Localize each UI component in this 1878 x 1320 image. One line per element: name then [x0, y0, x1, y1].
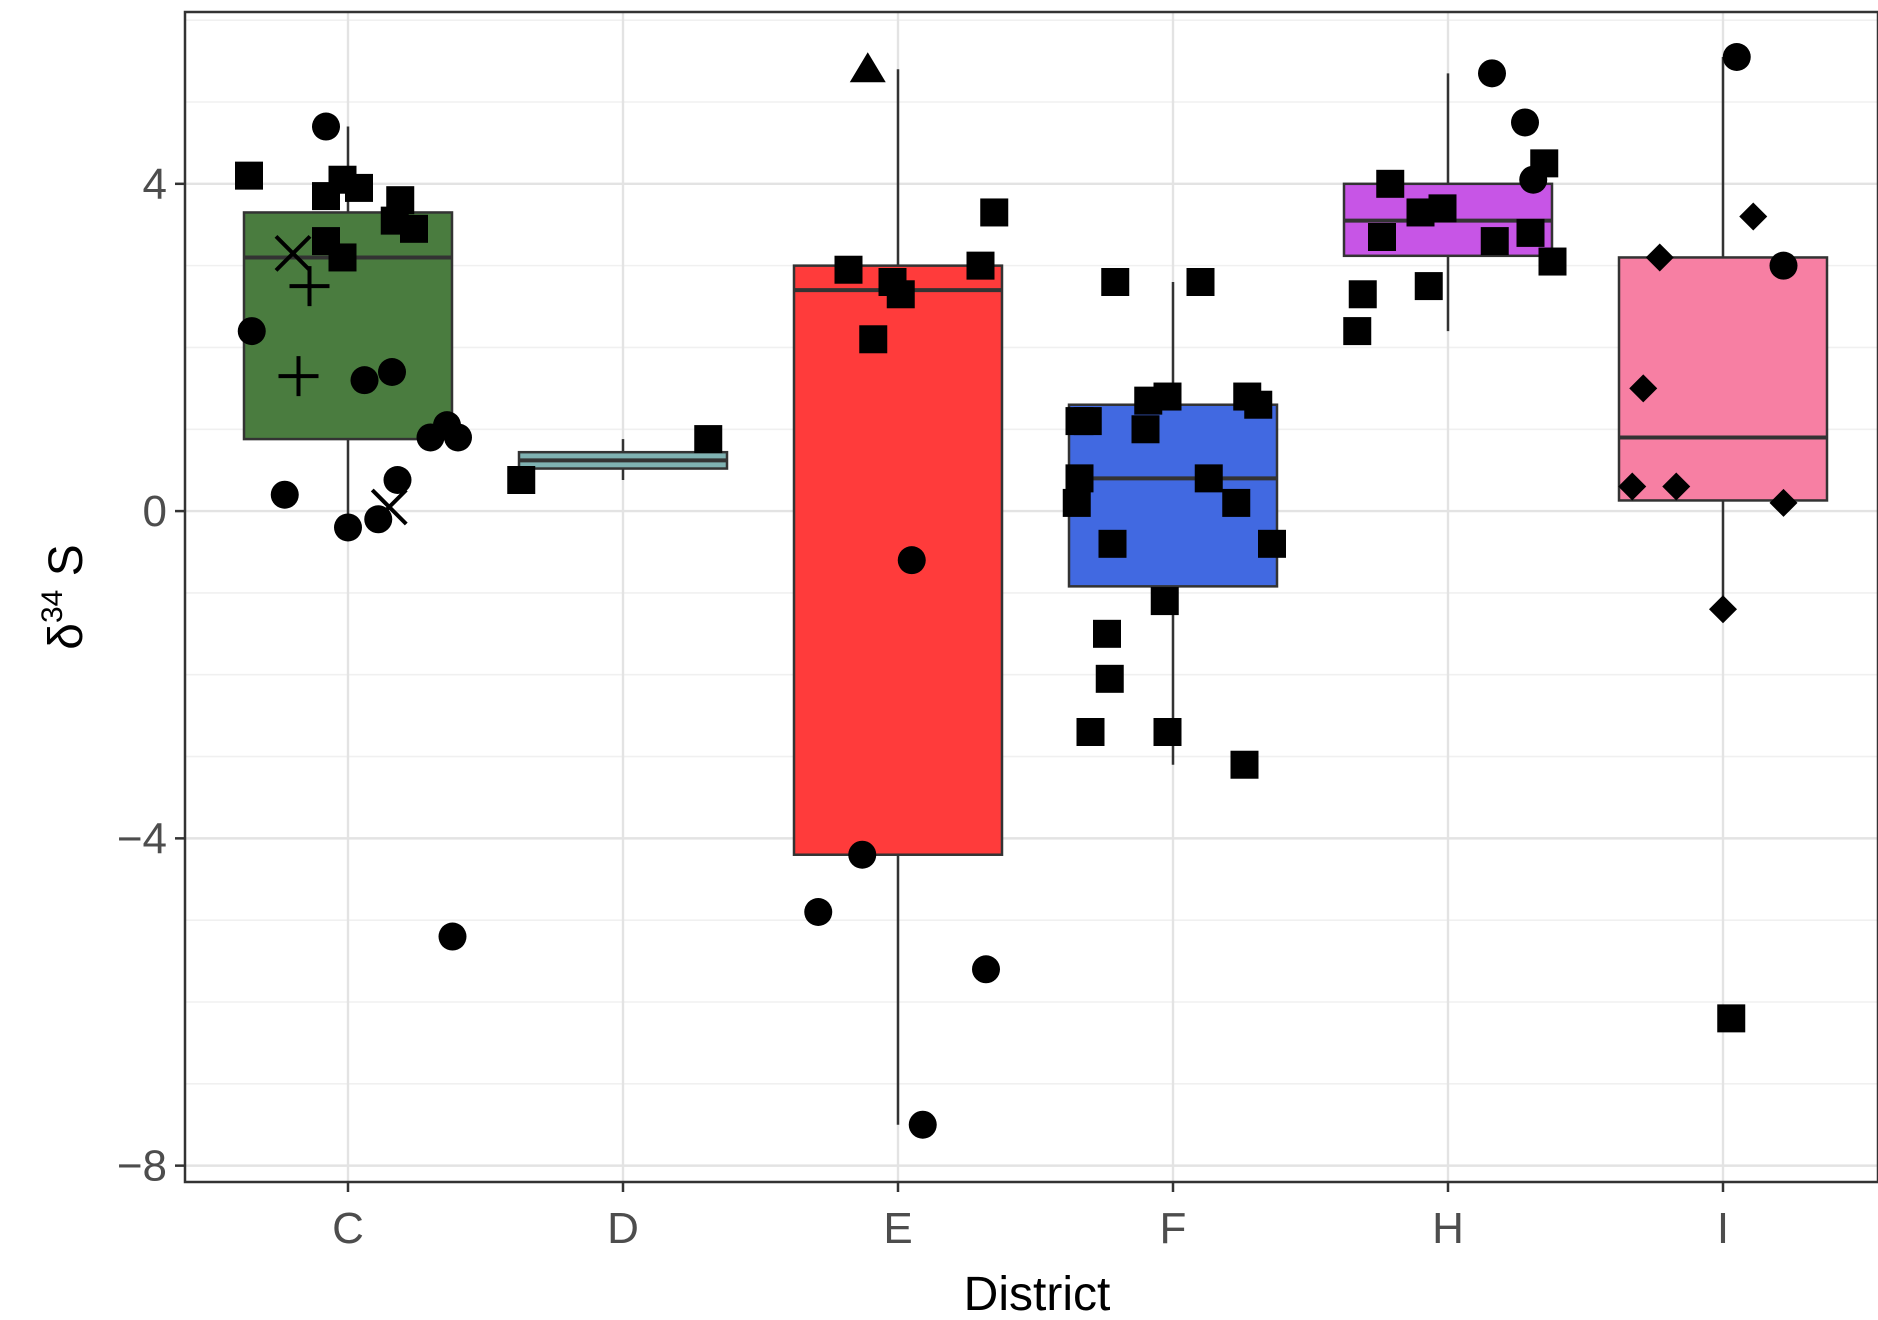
x-axis-title: District [964, 1268, 1111, 1320]
point-square [1376, 169, 1405, 198]
point-circle [438, 922, 467, 951]
point-diamond [1645, 243, 1674, 272]
point-square [1186, 268, 1215, 296]
point-diamond [1629, 374, 1658, 403]
panel-border [183, 10, 1878, 1184]
point-square [1153, 382, 1182, 411]
point-square [507, 466, 536, 494]
point-square [1093, 619, 1121, 648]
point-square [1073, 407, 1102, 436]
point-square [328, 243, 357, 272]
point-diamond [1662, 472, 1691, 501]
box-I [1617, 57, 1829, 610]
point-circle [1722, 43, 1751, 71]
point-diamond [1618, 472, 1647, 501]
axis-ticks [175, 182, 1725, 1192]
point-circle [804, 898, 833, 926]
point-circle [378, 358, 406, 386]
y-tick-labels: −8 −4 0 4 [117, 160, 167, 1191]
point-square [1222, 488, 1251, 517]
y-tick-label: 4 [143, 160, 167, 209]
y-tick-label: −4 [117, 814, 167, 863]
point-square [1244, 390, 1273, 419]
point-square [859, 325, 888, 354]
x-tick-label: E [883, 1204, 912, 1253]
point-square [1368, 223, 1396, 251]
point-square [1194, 464, 1223, 493]
box-D [517, 439, 729, 480]
points-layer [235, 43, 1798, 1139]
point-square [400, 214, 428, 243]
point-circle [350, 366, 379, 395]
point-square [1131, 415, 1160, 444]
point-diamond [1739, 202, 1768, 231]
point-square [694, 425, 723, 454]
point-circle [1519, 165, 1548, 194]
point-square [1230, 750, 1259, 779]
point-circle [1478, 59, 1506, 88]
x-tick-label: C [332, 1204, 364, 1253]
point-square [1076, 718, 1105, 746]
point-circle [444, 423, 472, 452]
point-square [1480, 227, 1509, 256]
point-square [1414, 272, 1443, 301]
x-tick-label: H [1432, 1204, 1464, 1253]
point-circle [972, 955, 1000, 984]
panel-background [185, 12, 1878, 1182]
point-circle [312, 112, 340, 141]
point-circle [897, 546, 926, 575]
point-circle [1769, 251, 1798, 280]
point-square [1150, 587, 1179, 616]
point-square [1343, 317, 1372, 346]
point-circle [1511, 108, 1539, 137]
point-square [886, 280, 915, 309]
point-circle [848, 840, 877, 869]
point-circle [908, 1110, 937, 1139]
point-plus [278, 356, 319, 397]
y-axis-title-symbol: δ [40, 623, 93, 650]
point-square [1062, 488, 1091, 517]
point-square [834, 255, 863, 284]
point-square [235, 161, 263, 190]
point-diamond [1709, 595, 1737, 624]
point-square [1101, 268, 1130, 296]
point-square [345, 173, 373, 202]
y-axis-title-superscript: 34 [36, 590, 69, 623]
x-tick-label: D [607, 1204, 639, 1253]
point-square [1348, 280, 1377, 309]
point-diamond [1769, 488, 1798, 517]
x-tick-label: F [1160, 1204, 1187, 1253]
point-circle [383, 466, 412, 494]
point-x [274, 234, 312, 272]
point-square [1258, 529, 1286, 558]
point-circle [270, 480, 299, 509]
point-circle [364, 505, 393, 534]
x-tick-label: I [1717, 1204, 1729, 1253]
y-axis-title-suffix: S [40, 544, 93, 589]
y-axis-title: δ34 S [36, 544, 93, 649]
point-square [1095, 664, 1124, 693]
point-square [1428, 194, 1457, 223]
point-square [966, 251, 995, 280]
point-square [1717, 1004, 1746, 1033]
point-square [1516, 218, 1545, 247]
y-tick-label: 0 [143, 487, 167, 536]
point-square [1098, 529, 1127, 558]
point-plus [289, 266, 330, 307]
point-square [980, 198, 1009, 227]
point-square [1153, 718, 1182, 746]
y-tick-label: −8 [117, 1142, 167, 1191]
point-circle [237, 317, 266, 346]
point-square [1538, 247, 1567, 276]
point-square [1065, 464, 1094, 493]
point-triangle [849, 52, 886, 83]
box-body [1617, 256, 1829, 502]
point-circle [334, 513, 362, 542]
